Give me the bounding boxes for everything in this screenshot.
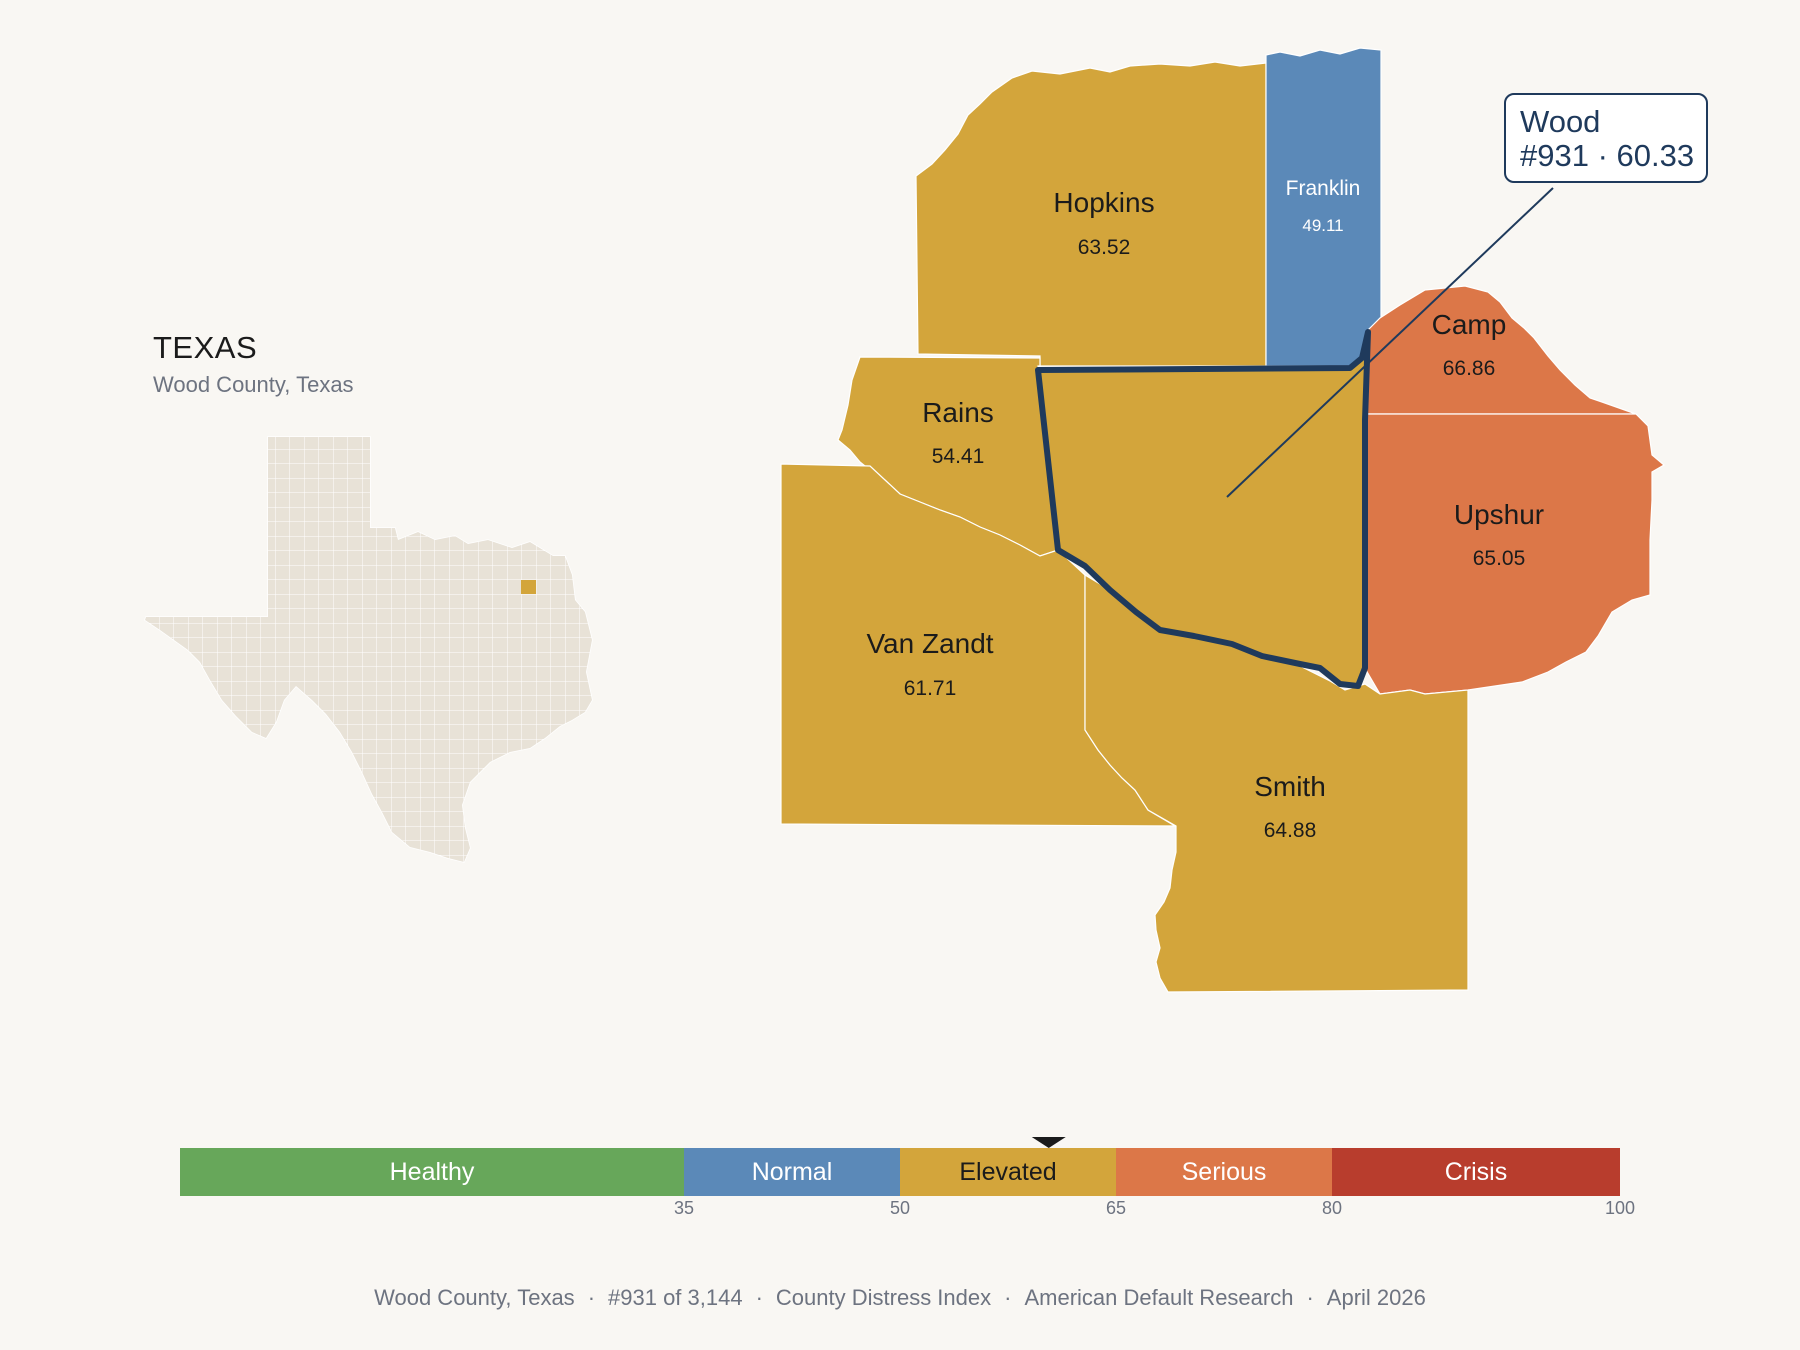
texas-county-grid bbox=[145, 437, 592, 862]
label-rains-name: Rains bbox=[922, 397, 994, 428]
label-upshur-name: Upshur bbox=[1454, 499, 1544, 530]
footer-index: County Distress Index bbox=[775, 1285, 992, 1310]
label-franklin-name: Franklin bbox=[1286, 177, 1361, 200]
wood-county-marker bbox=[521, 580, 536, 594]
callout-county: Wood bbox=[1520, 104, 1601, 139]
footer-org: American Default Research bbox=[1024, 1285, 1294, 1310]
footer-separator: · bbox=[1306, 1285, 1314, 1310]
wood-callout: Wood #931 · 60.33 bbox=[1504, 93, 1708, 183]
callout-rank-score: #931 · 60.33 bbox=[1520, 138, 1695, 173]
footer-separator: · bbox=[755, 1285, 763, 1310]
footer-county: Wood County, Texas bbox=[374, 1285, 575, 1310]
texas-inset-map bbox=[144, 436, 593, 863]
wood-county-outline bbox=[1035, 329, 1371, 689]
label-rains-value: 54.41 bbox=[932, 445, 985, 468]
county-labels: Hopkins 63.52 Franklin 49.11 Camp 66.86 … bbox=[866, 177, 1544, 842]
county-camp[interactable] bbox=[1363, 285, 1637, 415]
label-franklin-value: 49.11 bbox=[1302, 216, 1343, 235]
footer: Wood County, Texas · #931 of 3,144 · County … bbox=[0, 1285, 1800, 1311]
legend-marker bbox=[1031, 1137, 1066, 1148]
state-title: TEXAS bbox=[153, 330, 258, 365]
state-subtitle: Wood County, Texas bbox=[153, 372, 354, 397]
footer-date: April 2026 bbox=[1326, 1285, 1426, 1310]
label-hopkins-name: Hopkins bbox=[1053, 187, 1154, 218]
label-vanzandt-name: Van Zandt bbox=[866, 628, 993, 659]
label-upshur-value: 65.05 bbox=[1473, 547, 1526, 570]
label-hopkins-value: 63.52 bbox=[1078, 236, 1131, 259]
county-hopkins[interactable] bbox=[915, 61, 1267, 367]
footer-separator: · bbox=[1004, 1285, 1012, 1310]
callout-leader-line bbox=[1226, 187, 1554, 498]
label-smith-value: 64.88 bbox=[1264, 819, 1317, 842]
footer-rank: #931 of 3,144 bbox=[608, 1285, 743, 1310]
label-camp-value: 66.86 bbox=[1443, 357, 1496, 380]
label-camp-name: Camp bbox=[1432, 309, 1507, 340]
county-map bbox=[780, 47, 1666, 993]
label-smith-name: Smith bbox=[1254, 771, 1326, 802]
label-vanzandt-value: 61.71 bbox=[904, 677, 957, 700]
county-franklin[interactable] bbox=[1265, 47, 1382, 367]
footer-separator: · bbox=[587, 1285, 596, 1310]
